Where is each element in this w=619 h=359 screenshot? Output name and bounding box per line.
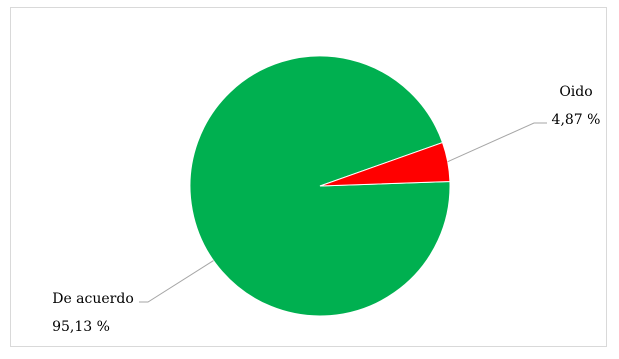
pie-slice-oido [319, 141, 451, 187]
leader-line-oido [447, 122, 547, 163]
leader-line-de-acuerdo [139, 260, 214, 303]
slice-label-de-acuerdo: De acuerdo [52, 291, 134, 307]
leader-lines [139, 122, 547, 303]
slice-label-oido: Oido [559, 84, 592, 100]
slice-value-oido: 4,87 % [552, 112, 601, 128]
pie-slices [189, 55, 451, 317]
slice-value-de-acuerdo: 95,13 % [52, 319, 110, 335]
